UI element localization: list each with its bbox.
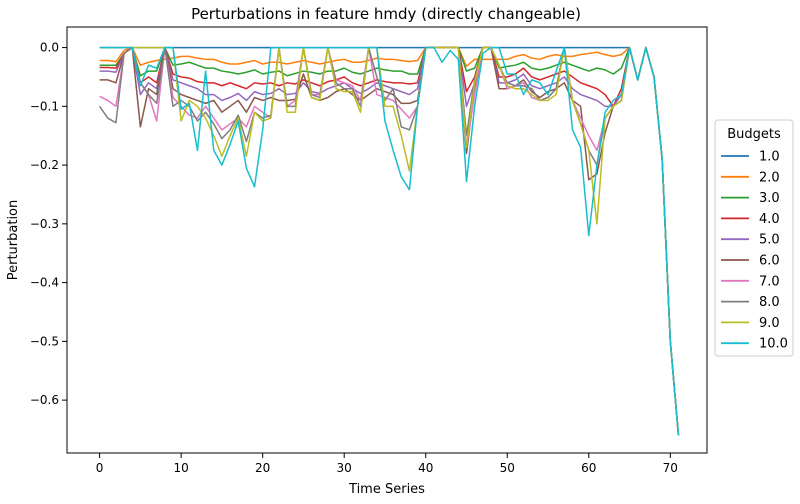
x-axis: 0 10 20 30 40 50 60 70 <box>96 453 678 475</box>
legend-label-8: 8.0 <box>759 295 780 310</box>
x-tick-label-2: 20 <box>255 461 270 475</box>
chart-title: Perturbations in feature hmdy (directly … <box>191 5 581 23</box>
y-axis-label: Perturbation <box>6 200 21 281</box>
y-axis: 0.0 −0.1 −0.2 −0.3 −0.4 −0.5 −0.6 <box>30 41 67 407</box>
series-line-1 <box>99 46 680 436</box>
legend-label-1: 1.0 <box>759 150 780 165</box>
y-tick-label-6: −0.6 <box>30 393 59 407</box>
legend-label-2: 2.0 <box>759 170 780 185</box>
legend-items: 1.0 2.0 3.0 4.0 5.0 6.0 7.0 8.0 9.0 10.0 <box>721 150 788 352</box>
x-tick-label-5: 50 <box>500 461 515 475</box>
legend-label-9: 9.0 <box>759 316 780 331</box>
series-line-2 <box>99 46 680 436</box>
legend-label-6: 6.0 <box>759 254 780 269</box>
x-tick-label-3: 30 <box>337 461 352 475</box>
y-tick-label-2: −0.2 <box>30 158 59 172</box>
x-tick-label-7: 70 <box>663 461 678 475</box>
x-tick-label-4: 40 <box>418 461 433 475</box>
legend: Budgets 1.0 2.0 3.0 4.0 5.0 6.0 7.0 8.0 9.0 10.0 <box>714 119 794 357</box>
x-axis-label: Time Series <box>348 482 425 497</box>
legend-label-5: 5.0 <box>759 233 780 248</box>
y-tick-label-3: −0.3 <box>30 217 59 231</box>
legend-label-3: 3.0 <box>759 191 780 206</box>
series-line-3 <box>99 46 680 436</box>
x-tick-label-6: 60 <box>581 461 596 475</box>
y-tick-label-1: −0.1 <box>30 99 59 113</box>
y-tick-label-4: −0.4 <box>30 276 59 290</box>
y-tick-label-0: 0.0 <box>40 41 59 55</box>
series-layer <box>98 46 680 436</box>
series-line-9 <box>99 46 680 436</box>
legend-box <box>714 119 794 357</box>
series-line-4 <box>99 46 680 436</box>
plot-frame <box>66 26 708 454</box>
legend-title: Budgets <box>727 127 781 142</box>
x-tick-label-0: 0 <box>96 461 104 475</box>
legend-label-7: 7.0 <box>759 274 780 289</box>
series-line-6 <box>99 46 680 436</box>
series-line-5 <box>99 46 680 436</box>
legend-label-4: 4.0 <box>759 212 780 227</box>
x-tick-label-1: 10 <box>173 461 188 475</box>
y-tick-label-5: −0.5 <box>30 334 59 348</box>
legend-label-10: 10.0 <box>759 337 788 352</box>
series-line-10 <box>99 46 680 436</box>
